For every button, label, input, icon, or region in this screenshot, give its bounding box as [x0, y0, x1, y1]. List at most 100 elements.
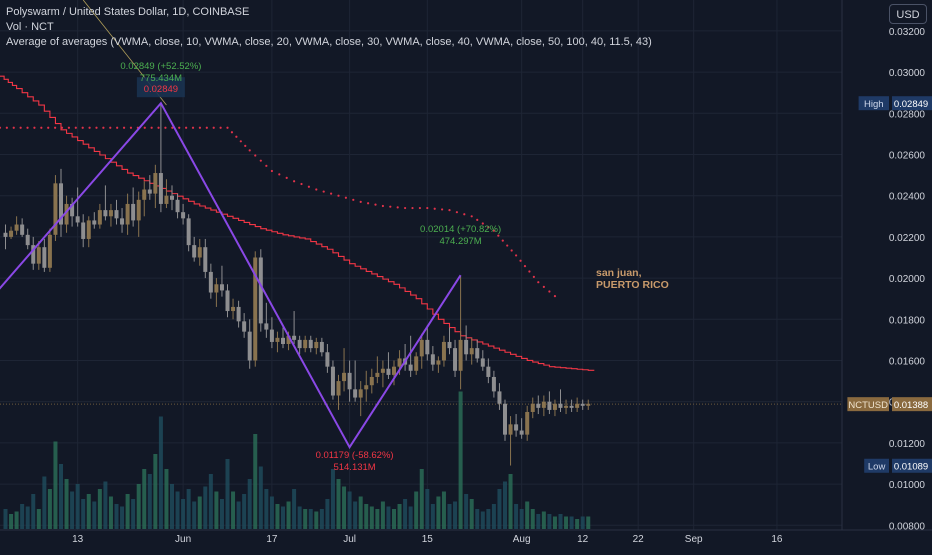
volume-bar	[347, 491, 352, 529]
dotted-average-point	[476, 218, 479, 221]
volume-bar	[319, 509, 324, 529]
dotted-average-point	[426, 206, 429, 210]
dotted-average-point	[95, 126, 98, 129]
candle-body	[552, 403, 557, 410]
dotted-average-point	[532, 275, 535, 278]
candle-body	[147, 189, 152, 194]
dotted-average-point	[344, 196, 347, 199]
x-tick-label: 13	[72, 534, 84, 545]
dotted-average-point	[116, 126, 119, 129]
volume-bar	[258, 466, 263, 529]
volume-bar	[192, 501, 197, 529]
candle-body	[103, 210, 108, 217]
candle-body	[347, 372, 352, 390]
candle-body	[14, 224, 19, 231]
candle-body	[31, 245, 36, 264]
x-tick-label: Jun	[175, 534, 191, 545]
dotted-average-point	[40, 126, 43, 129]
average-indicator-label[interactable]: Average of averages (VWMA, close, 10, VW…	[6, 36, 652, 48]
volume-indicator-label[interactable]: Vol · NCT	[6, 21, 54, 33]
y-tick-label: 0.03200	[889, 27, 926, 38]
volume-bar	[158, 416, 163, 529]
currency-button[interactable]: USD	[889, 4, 927, 24]
dotted-average-point	[389, 205, 392, 208]
candle-body	[453, 348, 458, 371]
price-label-name-box	[847, 397, 889, 412]
volume-bar	[469, 499, 474, 529]
x-tick-label: Jul	[343, 534, 356, 545]
volume-bar	[242, 494, 247, 529]
dotted-average-point	[492, 229, 495, 232]
candle-body	[142, 189, 147, 200]
dotted-average-point	[74, 126, 77, 129]
candle-body	[386, 368, 391, 375]
candle-body	[59, 183, 63, 225]
dotted-average-point	[501, 239, 504, 242]
chart-title: Polyswarm / United States Dollar, 1D, CO…	[6, 6, 250, 18]
candle-body	[92, 220, 97, 225]
volume-bar	[491, 504, 496, 529]
dotted-average-point	[433, 207, 436, 210]
dotted-average-point	[519, 259, 522, 262]
dotted-average-point	[239, 140, 242, 143]
volume-bar	[508, 474, 513, 529]
volume-bar	[247, 479, 252, 529]
dotted-average-point	[463, 213, 466, 216]
volume-bar	[475, 509, 480, 529]
y-tick-label: 0.02000	[889, 274, 926, 285]
volume-bar	[458, 391, 463, 529]
candle-body	[297, 339, 302, 349]
candle-body	[269, 329, 274, 342]
pivot-high2-volume: 474.297M	[439, 236, 481, 247]
volume-bar	[336, 479, 341, 529]
candle-body	[158, 173, 163, 204]
candle-body	[541, 401, 546, 408]
volume-bar	[81, 499, 86, 529]
y-tick-label: 0.01200	[889, 439, 926, 450]
candle-body	[175, 199, 180, 213]
volume-bar	[408, 506, 413, 529]
volume-bar	[514, 504, 519, 529]
volume-bar	[430, 504, 435, 529]
volume-bar	[286, 501, 291, 529]
dotted-average-point	[418, 206, 421, 210]
dotted-average-point	[404, 206, 407, 210]
dotted-average-point	[143, 126, 146, 129]
volume-bar	[314, 511, 319, 529]
dotted-average-point	[285, 176, 288, 179]
volume-bar	[120, 506, 125, 529]
candle-body	[181, 212, 186, 219]
candle-body	[264, 323, 269, 330]
volume-bar	[275, 504, 280, 529]
dotted-average-point	[374, 203, 377, 206]
volume-bar	[464, 494, 469, 529]
candle-body	[514, 424, 519, 431]
candle-body	[536, 403, 541, 408]
pivot-high-change: 0.02849 (+52.52%)	[120, 61, 201, 72]
candle-body	[53, 183, 58, 235]
x-tick-label: Aug	[513, 534, 531, 545]
volume-bar	[3, 509, 8, 529]
dotted-average-point	[293, 180, 296, 183]
volume-bar	[125, 494, 130, 529]
volume-bar	[142, 469, 147, 529]
x-tick-label: 16	[771, 534, 783, 545]
candle-body	[64, 203, 69, 225]
y-tick-label: 0.01800	[889, 315, 926, 326]
volume-bar	[147, 474, 152, 529]
dotted-average-point	[553, 295, 557, 298]
dotted-average-point	[0, 126, 2, 129]
pivot-high-box	[136, 77, 185, 98]
candle-body	[447, 341, 452, 349]
volume-bar	[386, 506, 391, 529]
dotted-average-point	[235, 135, 238, 138]
volume-bar	[9, 514, 14, 529]
candle-body	[20, 224, 25, 235]
dotted-average-point	[67, 126, 71, 129]
y-tick-label: 0.01600	[889, 356, 926, 367]
candle-body	[225, 290, 230, 312]
volume-bar	[14, 511, 19, 529]
dotted-average-point	[270, 169, 273, 173]
